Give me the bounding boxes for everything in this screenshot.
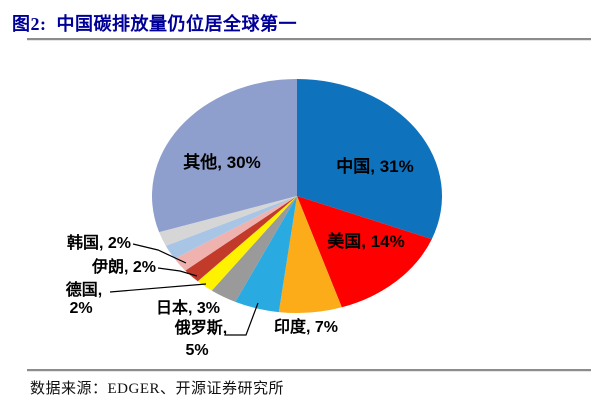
slice-label-俄罗斯: 5%	[185, 342, 208, 359]
pie-slice-伊朗	[185, 196, 297, 282]
pie-slice-中国	[297, 79, 443, 240]
pie-slice-韩国	[174, 196, 297, 271]
footer-rule	[27, 369, 591, 372]
pie-slice-unlabeled-2	[159, 196, 297, 246]
slice-label-印度: 印度, 7%	[274, 317, 338, 336]
leader-line-伊朗	[157, 267, 198, 277]
slice-label-伊朗: 伊朗, 2%	[91, 257, 156, 276]
pie-slice-俄罗斯	[235, 196, 297, 313]
slice-label-俄罗斯: 俄罗斯,	[174, 318, 227, 337]
leader-line-俄罗斯	[225, 302, 259, 336]
pie-slice-美国	[297, 196, 432, 308]
slice-label-美国: 美国, 14%	[327, 231, 404, 251]
leader-line-德国	[109, 283, 207, 293]
figure-title: 图2: 中国碳排放量仍位居全球第一	[12, 14, 297, 34]
pie-slice-其他	[152, 79, 297, 233]
slice-label-德国: 德国,	[66, 280, 102, 299]
slice-label-中国: 中国, 31%	[336, 156, 413, 176]
slice-label-日本: 日本, 3%	[156, 298, 220, 317]
data-source-note: 数据来源：EDGER、开源证券研究所	[30, 381, 284, 397]
pie-slice-德国	[197, 196, 297, 291]
leader-line-韩国	[132, 243, 187, 264]
slice-label-德国: 2%	[69, 300, 92, 317]
title-rule	[27, 38, 591, 41]
pie-slice-印度	[278, 196, 342, 314]
slice-label-韩国: 韩国, 2%	[67, 233, 131, 252]
pie-slice-unlabeled-1	[165, 196, 297, 259]
slice-label-其他: 其他, 30%	[183, 152, 260, 172]
pie-slice-日本	[211, 196, 297, 302]
